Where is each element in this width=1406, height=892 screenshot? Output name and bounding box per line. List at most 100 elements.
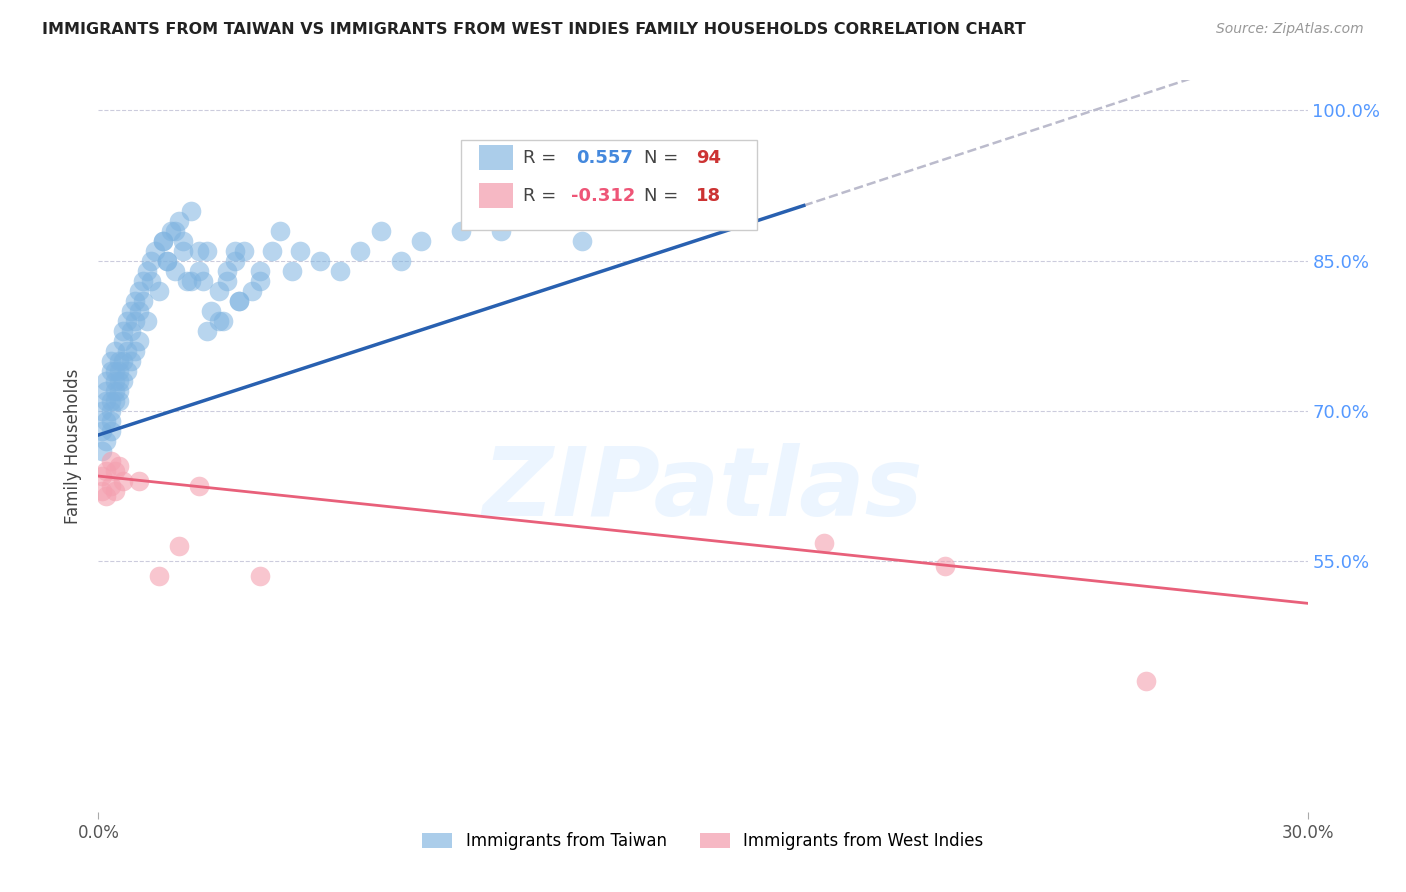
- Point: [107, 354, 129, 368]
- Point: [128, 334, 150, 348]
- FancyBboxPatch shape: [461, 140, 758, 230]
- Point: [176, 274, 198, 288]
- Point: [217, 274, 239, 288]
- Point: [240, 284, 263, 298]
- Point: [232, 244, 254, 258]
- Point: [934, 559, 956, 574]
- Point: [329, 263, 352, 277]
- Point: [249, 274, 271, 288]
- Point: [163, 223, 186, 237]
- Text: 18: 18: [696, 186, 721, 205]
- Point: [111, 324, 134, 338]
- Point: [193, 274, 215, 288]
- Point: [180, 274, 202, 288]
- Point: [571, 234, 593, 248]
- Point: [100, 424, 122, 438]
- Point: [128, 474, 150, 488]
- Point: [224, 244, 246, 258]
- Point: [103, 364, 125, 378]
- Point: [128, 303, 150, 318]
- Point: [152, 234, 174, 248]
- Point: [156, 253, 179, 268]
- Bar: [479, 184, 513, 208]
- Point: [260, 244, 283, 258]
- Bar: [479, 145, 513, 170]
- Point: [491, 223, 513, 237]
- Point: [107, 374, 129, 388]
- Text: 0.557: 0.557: [576, 149, 633, 167]
- Point: [139, 253, 162, 268]
- Text: -0.312: -0.312: [571, 186, 636, 205]
- Point: [281, 263, 304, 277]
- Point: [96, 374, 118, 388]
- Point: [349, 244, 371, 258]
- Text: IMMIGRANTS FROM TAIWAN VS IMMIGRANTS FROM WEST INDIES FAMILY HOUSEHOLDS CORRELAT: IMMIGRANTS FROM TAIWAN VS IMMIGRANTS FRO…: [42, 22, 1026, 37]
- Point: [167, 213, 190, 227]
- Point: [96, 393, 118, 408]
- Point: [269, 223, 291, 237]
- Point: [228, 293, 250, 308]
- Point: [91, 424, 114, 438]
- Point: [128, 284, 150, 298]
- Point: [111, 374, 134, 388]
- Point: [212, 314, 235, 328]
- Point: [217, 263, 239, 277]
- Point: [91, 484, 114, 499]
- Text: ZIPatlas: ZIPatlas: [482, 443, 924, 536]
- Point: [143, 244, 166, 258]
- Point: [100, 479, 122, 493]
- Point: [249, 263, 271, 277]
- Point: [96, 464, 118, 478]
- Point: [103, 484, 125, 499]
- Point: [139, 274, 162, 288]
- Point: [91, 404, 114, 418]
- Point: [100, 454, 122, 468]
- Point: [107, 384, 129, 398]
- Point: [107, 458, 129, 473]
- Point: [107, 364, 129, 378]
- Point: [124, 293, 146, 308]
- Text: R =: R =: [523, 186, 562, 205]
- Point: [208, 284, 231, 298]
- Point: [115, 343, 138, 358]
- Point: [100, 364, 122, 378]
- Point: [124, 343, 146, 358]
- Point: [115, 314, 138, 328]
- Point: [389, 253, 412, 268]
- Point: [813, 536, 835, 550]
- Point: [160, 223, 183, 237]
- Point: [148, 284, 170, 298]
- Point: [115, 364, 138, 378]
- Point: [309, 253, 332, 268]
- Y-axis label: Family Households: Family Households: [65, 368, 83, 524]
- Point: [135, 263, 157, 277]
- Point: [100, 404, 122, 418]
- Point: [103, 343, 125, 358]
- Point: [370, 223, 392, 237]
- Point: [224, 253, 246, 268]
- Text: R =: R =: [523, 149, 562, 167]
- Point: [100, 393, 122, 408]
- Point: [200, 303, 222, 318]
- Point: [120, 354, 142, 368]
- Point: [100, 414, 122, 428]
- Point: [228, 293, 250, 308]
- Point: [111, 334, 134, 348]
- Point: [132, 293, 155, 308]
- Point: [111, 474, 134, 488]
- Point: [156, 253, 179, 268]
- Point: [100, 354, 122, 368]
- Point: [91, 469, 114, 483]
- Point: [188, 244, 211, 258]
- Point: [96, 414, 118, 428]
- Point: [188, 479, 211, 493]
- Point: [96, 434, 118, 448]
- Point: [103, 464, 125, 478]
- Point: [91, 444, 114, 458]
- Point: [249, 569, 271, 583]
- Point: [172, 244, 194, 258]
- Point: [111, 354, 134, 368]
- Point: [148, 569, 170, 583]
- Point: [450, 223, 472, 237]
- Point: [195, 244, 218, 258]
